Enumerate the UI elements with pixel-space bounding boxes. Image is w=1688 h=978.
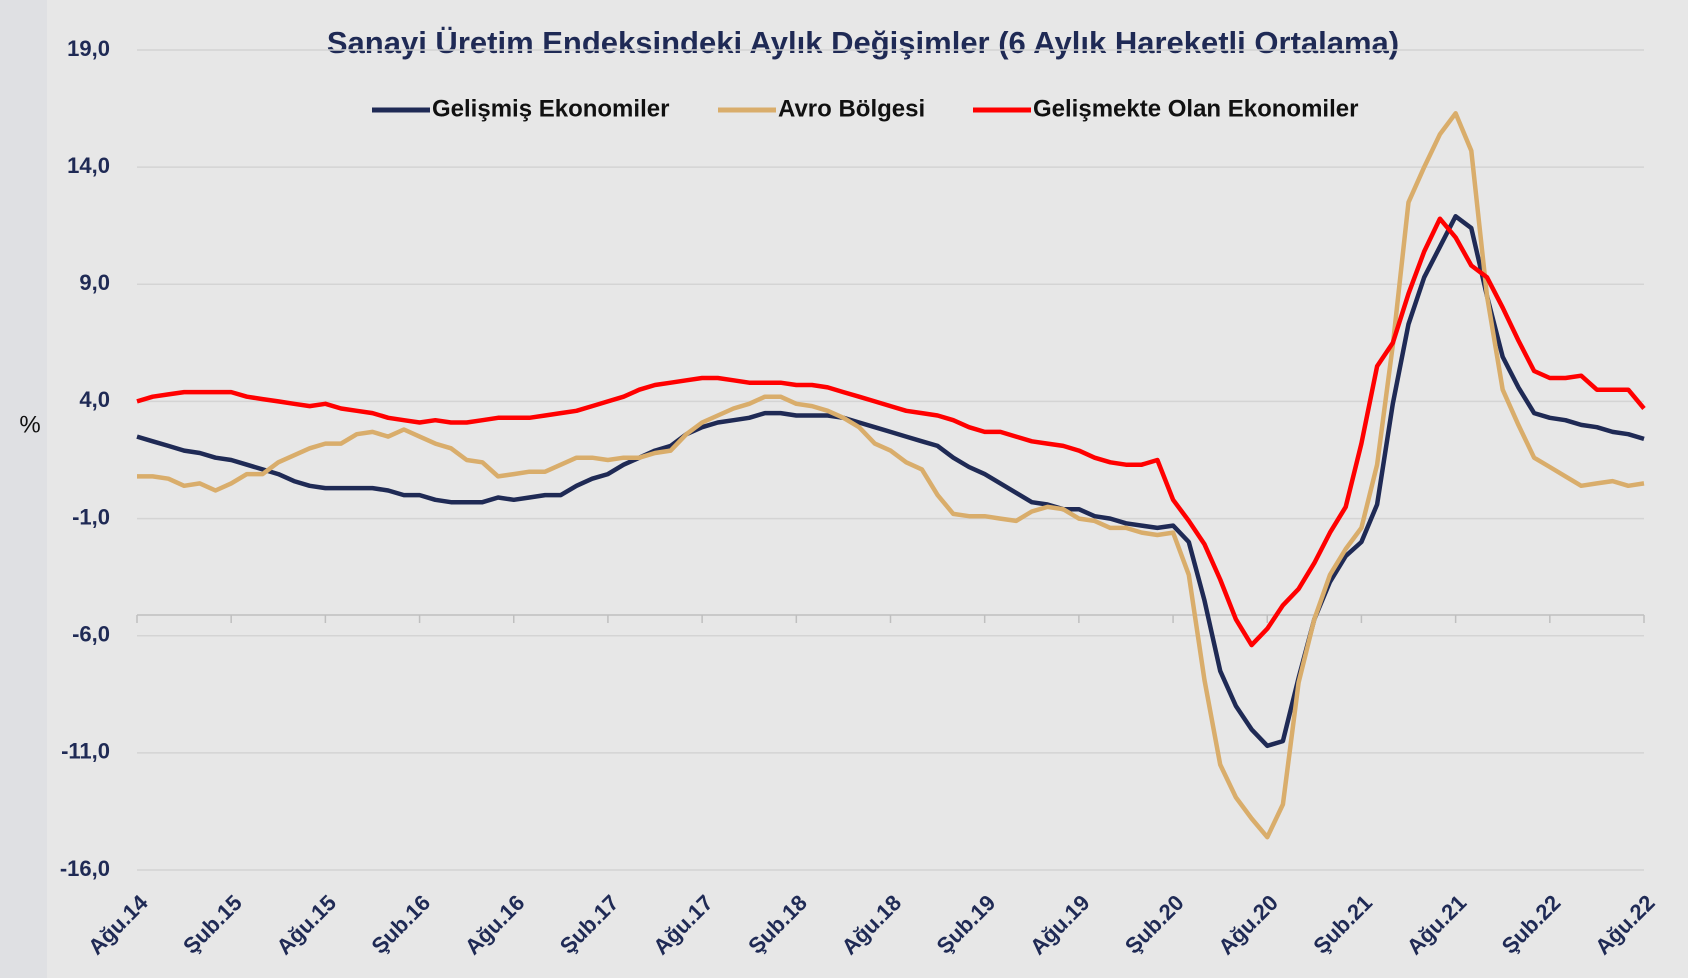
series-line xyxy=(136,216,1646,648)
y-tick-label: 9,0 xyxy=(79,270,110,295)
y-tick-label: 14,0 xyxy=(67,153,110,178)
y-tick-label: -6,0 xyxy=(72,622,110,647)
chart-title: Sanayi Üretim Endeksindeki Aylık Değişim… xyxy=(327,25,1399,60)
y-tick-label: -16,0 xyxy=(60,856,110,881)
y-axis-label: % xyxy=(19,411,40,438)
y-tick-label: -11,0 xyxy=(61,739,110,764)
plot-card xyxy=(47,0,1688,978)
series-line xyxy=(136,214,1645,749)
y-tick-label: 19,0 xyxy=(67,36,110,61)
legend-label: Gelişmiş Ekonomiler xyxy=(432,95,669,122)
y-tick-label: -1,0 xyxy=(72,504,110,529)
y-tick-label: 4,0 xyxy=(79,387,110,412)
legend-label: Avro Bölgesi xyxy=(778,95,925,122)
legend-label: Gelişmekte Olan Ekonomiler xyxy=(1033,95,1358,122)
